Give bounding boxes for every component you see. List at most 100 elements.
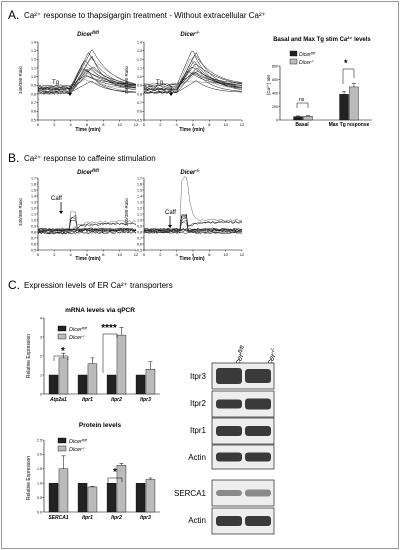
b-left-ylabel: 340/380 Ratio <box>18 197 23 226</box>
b-left-trace <box>37 222 137 235</box>
a-right-y-tick-label: 1.3 <box>137 49 142 53</box>
a-left-trace <box>37 56 137 94</box>
b-right-y-tick-label: 1.4 <box>137 194 142 198</box>
b-right-x-tick-label: 0 <box>143 252 146 257</box>
c-protein-legend-a: Dicer <box>69 439 83 445</box>
a-right-x-tick-label: 12 <box>240 122 245 127</box>
b-left-x-tick-label: 6 <box>86 252 89 257</box>
a-left-ylabel: 340/380 Ratio <box>18 65 23 94</box>
b-right-y-tick-label: 0.9 <box>137 224 142 228</box>
blot-label-itpr2: Itpr2 <box>190 399 207 408</box>
a-right-x-tick-label: 6 <box>192 122 195 127</box>
a-left-trace <box>37 80 136 94</box>
c-mrna-y-tick-label: 0 <box>40 392 42 396</box>
c-protein-bar <box>77 483 88 513</box>
b-right-y-tick-label: 1.5 <box>137 188 142 192</box>
c-protein-legend-b: Dicer <box>69 447 83 453</box>
b-right-y-tick-label: 1.6 <box>137 182 142 186</box>
a-right-trace <box>143 67 243 91</box>
panel-c-mrna-bar-chart: mRNA levels via qPCR Relative Expression… <box>26 307 160 403</box>
a-bar-y-tick-label: 200 <box>272 105 278 109</box>
c-mrna-legend-a: Dicer <box>69 327 83 333</box>
c-protein-y-tick-label: 0.0 <box>37 510 42 514</box>
a-bar-legend-a: Dicer <box>299 52 311 58</box>
svg-text:Dicerfl/fl: Dicerfl/fl <box>69 326 87 334</box>
a-left-y-tick-label: 1.3 <box>31 49 36 53</box>
svg-text:Dicerfl/fl: Dicerfl/fl <box>77 30 100 38</box>
panel-c-protein-bar-chart: Protein levels Relative Expression Dicer… <box>26 422 160 521</box>
c-mrna-bar <box>106 374 117 395</box>
blot-band <box>216 368 242 384</box>
b-right-y-tick-label: 0.5 <box>137 248 142 252</box>
c-protein-sig: * <box>113 467 117 478</box>
a-left-y-tick-label: 0.5 <box>31 118 36 122</box>
a-bar-legend-b: Dicer <box>299 60 311 66</box>
b-right-y-tick-label: 0.7 <box>137 236 142 240</box>
b-left-y-tick-label: 0.6 <box>31 242 36 246</box>
a-left-trace <box>37 55 137 93</box>
b-left-trace <box>37 229 137 233</box>
a-left-x-tick-label: 8 <box>102 122 105 127</box>
blot-label-actin-1: Actin <box>188 453 206 462</box>
b-right-y-tick-label: 1.2 <box>137 206 142 210</box>
a-right-title-sup: -/- <box>195 30 200 35</box>
blot-band <box>216 490 242 496</box>
c-protein-y-tick-label: 0.5 <box>37 496 42 500</box>
a-bar-sig: * <box>344 58 348 68</box>
b-right-xlabel: Time (min) <box>179 256 205 262</box>
blot-band <box>216 399 242 409</box>
a-right-x-tick-label: 0 <box>143 122 146 127</box>
blot-label-itpr1: Itpr1 <box>190 426 207 435</box>
a-left-y-tick-label: 0.7 <box>31 101 36 105</box>
svg-text:Dicerfl/fl: Dicerfl/fl <box>77 168 100 176</box>
panel-b-left-trace-chart: Dicerfl/fl 340/380 Ratio Time (min) Caff… <box>18 168 139 262</box>
a-bar-bar <box>303 116 313 121</box>
c-mrna-bar <box>135 374 146 395</box>
c-mrna-sig-bracket-2 <box>102 333 118 373</box>
b-left-y-tick-label: 0.5 <box>31 248 36 252</box>
b-right-trace <box>143 229 243 233</box>
b-left-x-tick-label: 8 <box>102 252 105 257</box>
a-bar-legend-a-sup: fl/fl <box>311 52 316 56</box>
c-mrna-bar <box>145 369 156 395</box>
c-mrna-category-label: Itpr2 <box>111 397 122 403</box>
b-left-x-tick-label: 12 <box>134 252 139 257</box>
c-protein-bar <box>145 479 156 513</box>
panel-a-bar-chart: Basal and Max Tg stim Ca²⁺ levels [Ca²⁺]… <box>266 36 372 128</box>
blot-band <box>245 398 271 410</box>
svg-text:Dicer-/-: Dicer-/- <box>69 446 86 454</box>
a-bar-y-tick-label: 600 <box>272 78 278 82</box>
a-right-y-tick-label: 1.1 <box>137 66 142 70</box>
c-protein-legend-swatch-b <box>57 445 67 452</box>
a-left-trace <box>37 72 137 95</box>
c-protein-category-label: Itpr2 <box>111 515 122 521</box>
c-mrna-category-label: Atp2a1 <box>49 397 67 403</box>
section-b-letter: B. <box>8 151 19 165</box>
a-left-y-tick-label: 1.0 <box>31 75 36 79</box>
svg-text:Dicer-/-: Dicer-/- <box>69 334 86 342</box>
c-mrna-ylabel: Relative Expression <box>26 334 32 378</box>
a-left-trace <box>37 79 137 90</box>
b-right-trace <box>143 222 243 232</box>
b-right-y-tick-label: 1.0 <box>137 218 142 222</box>
a-right-arrow-head <box>169 93 173 96</box>
b-right-x-tick-label: 2 <box>159 252 162 257</box>
c-protein-legend-b-sup: -/- <box>82 446 86 451</box>
a-right-y-tick-label: 0.8 <box>137 92 142 96</box>
a-right-x-tick-label: 8 <box>208 122 211 127</box>
a-right-y-tick-label: 0.7 <box>137 101 142 105</box>
c-mrna-bar <box>87 363 98 395</box>
b-left-trace <box>37 228 137 232</box>
blot-col-2-sup: -/- <box>270 347 278 355</box>
a-right-y-tick-label: 1.0 <box>137 75 142 79</box>
c-mrna-category-label: Itpr3 <box>140 397 151 403</box>
svg-text:Dicer-/-: Dicer-/- <box>180 30 200 38</box>
a-bar-y-tick-label: 0 <box>276 118 278 122</box>
section-c-title: Expression levels of ER Ca²⁺ transporter… <box>24 281 173 290</box>
section-c-letter: C. <box>8 278 20 292</box>
a-right-y-tick-label: 1.2 <box>137 58 142 62</box>
blot-band <box>245 452 271 462</box>
c-protein-bar <box>116 465 127 513</box>
a-right-trace <box>143 58 243 91</box>
